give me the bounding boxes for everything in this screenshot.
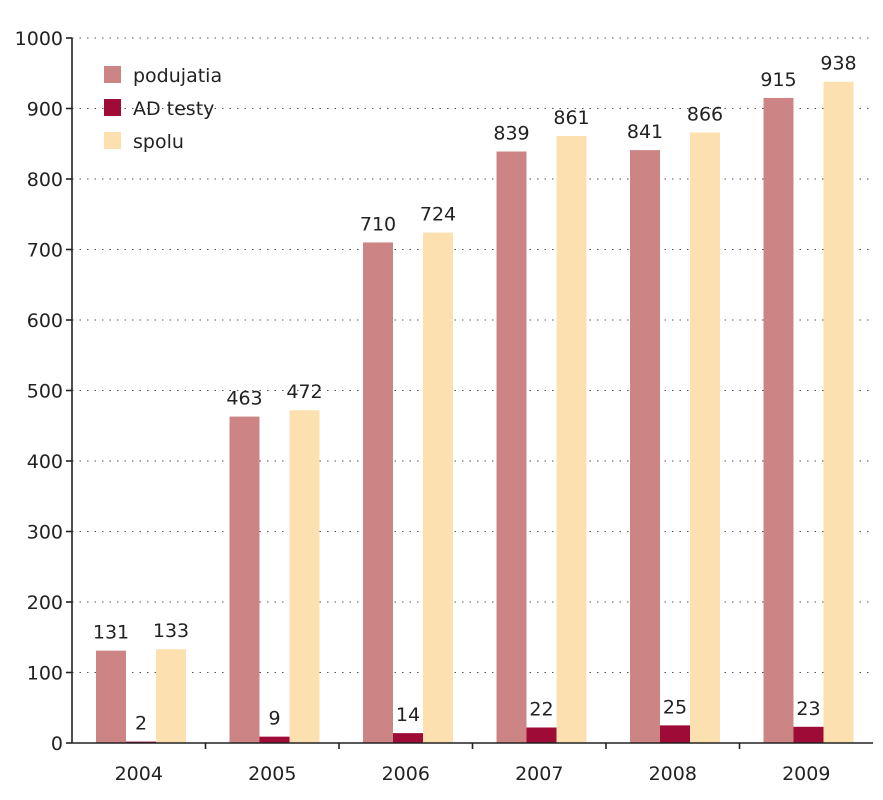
y-tick-label: 200 bbox=[27, 592, 63, 614]
legend: podujatia AD testy spolu bbox=[104, 65, 222, 153]
bar-podujatia-2005 bbox=[229, 416, 260, 743]
bar-spolu-2009 bbox=[823, 81, 854, 743]
x-tick-label-2005: 2005 bbox=[248, 763, 296, 785]
bar-spolu-2006 bbox=[423, 232, 453, 743]
data-label-spolu-2009: 938 bbox=[820, 53, 856, 75]
bar-podujatia-2006 bbox=[363, 242, 393, 743]
data-label-podujatia-2009: 915 bbox=[760, 69, 796, 91]
bar-spolu-2007 bbox=[556, 135, 587, 743]
bar-spolu-2005 bbox=[289, 410, 320, 743]
y-tick-label: 300 bbox=[27, 522, 63, 544]
data-label-spolu-2007: 861 bbox=[553, 107, 589, 129]
y-tick-label: 800 bbox=[27, 169, 63, 191]
data-label-podujatia-2005: 463 bbox=[226, 388, 262, 410]
y-tick-label: 500 bbox=[27, 381, 63, 403]
bar-spolu-2004 bbox=[156, 649, 186, 743]
grid-lines bbox=[72, 37, 873, 673]
y-tick-label: 1000 bbox=[15, 28, 63, 50]
x-tick-label-2007: 2007 bbox=[515, 763, 563, 785]
data-label-podujatia-2007: 839 bbox=[493, 123, 529, 145]
data-label-ad-testy-2006: 14 bbox=[396, 704, 420, 726]
y-tick-label: 600 bbox=[27, 310, 63, 332]
data-label-spolu-2006: 724 bbox=[420, 204, 456, 226]
data-label-ad-testy-2005: 9 bbox=[268, 708, 280, 730]
axes: 0 100 200 300 400 500 600 700 800 900 1000 2004 2005… bbox=[15, 28, 873, 785]
legend-label-podujatia: podujatia bbox=[133, 65, 222, 87]
data-label-spolu-2008: 866 bbox=[687, 103, 723, 125]
y-tick-label: 0 bbox=[51, 733, 63, 755]
data-label-ad-testy-2009: 23 bbox=[796, 698, 820, 720]
data-labels: 131 2 133 463 9 472 710 14 724 839 22 861 841 25 866 91… bbox=[93, 53, 857, 735]
data-label-ad-testy-2004: 2 bbox=[135, 713, 147, 735]
y-tick-label: 700 bbox=[27, 240, 63, 262]
data-label-ad-testy-2008: 25 bbox=[663, 696, 687, 718]
bar-ad-testy-2006 bbox=[393, 733, 423, 743]
x-tick-label-2009: 2009 bbox=[782, 763, 830, 785]
bar-podujatia-2007 bbox=[496, 151, 527, 743]
bars bbox=[96, 81, 854, 744]
data-label-podujatia-2004: 131 bbox=[93, 622, 129, 644]
bar-spolu-2008 bbox=[690, 132, 720, 744]
bar-ad-testy-2007 bbox=[526, 727, 557, 743]
x-tick-label-2006: 2006 bbox=[382, 763, 430, 785]
y-tick-label: 400 bbox=[27, 451, 63, 473]
x-tick-label-2004: 2004 bbox=[115, 763, 163, 785]
legend-label-ad-testy: AD testy bbox=[133, 98, 214, 120]
x-tick-label-2008: 2008 bbox=[649, 763, 697, 785]
legend-label-spolu: spolu bbox=[133, 131, 184, 153]
bar-ad-testy-2008 bbox=[660, 725, 690, 743]
bar-podujatia-2004 bbox=[96, 650, 126, 743]
bar-podujatia-2009 bbox=[763, 97, 794, 744]
bar-ad-testy-2005 bbox=[259, 736, 290, 743]
legend-swatch-ad-testy bbox=[104, 99, 121, 116]
bar-ad-testy-2009 bbox=[793, 726, 824, 743]
legend-swatch-podujatia bbox=[104, 66, 121, 83]
data-label-podujatia-2006: 710 bbox=[360, 213, 396, 235]
data-label-spolu-2005: 472 bbox=[286, 381, 322, 403]
data-label-spolu-2004: 133 bbox=[153, 620, 189, 642]
y-tick-label: 100 bbox=[27, 663, 63, 685]
bar-podujatia-2008 bbox=[630, 150, 660, 744]
data-label-podujatia-2008: 841 bbox=[627, 121, 663, 143]
y-tick-label: 900 bbox=[27, 99, 63, 121]
legend-swatch-spolu bbox=[104, 132, 121, 149]
data-label-ad-testy-2007: 22 bbox=[529, 698, 553, 720]
